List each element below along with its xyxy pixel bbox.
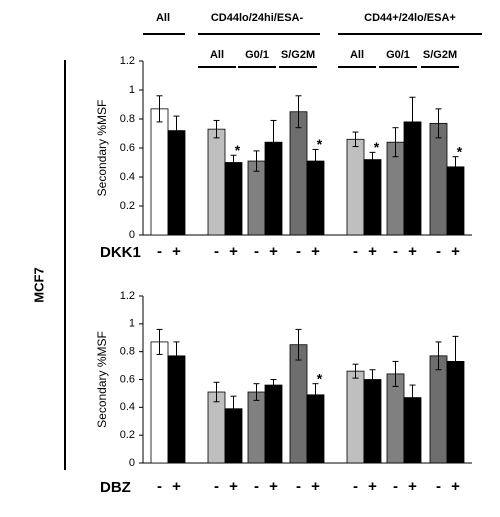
y-tick-label: 1 [129, 84, 135, 96]
y-tick-label: 1.2 [120, 290, 135, 302]
group-label: CD44+/24lo/ESA+ [364, 12, 456, 24]
x-tick-label: - [296, 243, 301, 260]
y-axis-label: Secondary %MSF [95, 331, 109, 428]
x-tick-label: + [229, 478, 238, 495]
treatment-label: DBZ [100, 479, 131, 496]
group-label: CD44lo/24hi/ESA- [211, 12, 304, 24]
x-tick-label: - [254, 478, 259, 495]
x-tick-label: + [269, 243, 278, 260]
bar [150, 108, 169, 236]
bar [224, 162, 243, 236]
bar [247, 391, 266, 464]
subgroup-label: All [350, 49, 364, 61]
bar [150, 341, 169, 464]
y-axis-label: Secondary %MSF [95, 100, 109, 197]
x-tick-label: + [229, 243, 238, 260]
significance: * [317, 370, 323, 386]
group-label: All [156, 12, 170, 24]
bar [346, 138, 365, 236]
x-tick-label: + [368, 243, 377, 260]
x-tick-label: - [436, 478, 441, 495]
bar [363, 159, 382, 236]
x-tick-label: - [436, 243, 441, 260]
y-tick-label: 0.8 [120, 346, 135, 358]
bar [167, 130, 186, 236]
bar [207, 128, 226, 236]
subgroup-label: G0/1 [386, 49, 410, 61]
x-tick-label: - [157, 243, 162, 260]
bar [386, 373, 405, 464]
x-tick-label: - [353, 478, 358, 495]
bar [289, 111, 308, 236]
bar [429, 355, 448, 464]
y-tick-label: 0.4 [120, 401, 135, 413]
y-tick-label: 0.6 [120, 142, 135, 154]
treatment-label: DKK1 [100, 244, 141, 261]
x-tick-label: - [214, 478, 219, 495]
y-tick-label: 1.2 [120, 55, 135, 67]
y-tick-label: 0.2 [120, 429, 135, 441]
bar [207, 391, 226, 464]
x-tick-label: - [214, 243, 219, 260]
x-tick-label: + [269, 478, 278, 495]
y-tick-label: 0 [129, 457, 135, 469]
bar [363, 379, 382, 464]
bar [289, 344, 308, 464]
subgroup-label: All [210, 49, 224, 61]
x-tick-label: + [408, 478, 417, 495]
x-tick-label: - [296, 478, 301, 495]
significance: * [235, 142, 241, 158]
x-tick-label: + [451, 478, 460, 495]
subgroup-label: S/G2M [281, 49, 315, 61]
subgroup-label: G0/1 [245, 49, 269, 61]
y-tick-label: 0 [129, 229, 135, 241]
y-tick-label: 0.2 [120, 200, 135, 212]
x-tick-label: + [172, 243, 181, 260]
y-tick-label: 0.8 [120, 113, 135, 125]
side-label: MCF7 [31, 267, 46, 302]
x-tick-label: - [254, 243, 259, 260]
x-tick-label: + [368, 478, 377, 495]
x-tick-label: + [311, 243, 320, 260]
bar [247, 160, 266, 236]
significance: * [374, 139, 380, 155]
significance: * [457, 143, 463, 159]
x-tick-label: - [157, 478, 162, 495]
bar [429, 122, 448, 236]
y-tick-label: 1 [129, 318, 135, 330]
y-tick-label: 0.6 [120, 373, 135, 385]
x-tick-label: + [311, 478, 320, 495]
x-tick-label: + [451, 243, 460, 260]
significance: * [317, 136, 323, 152]
bar [264, 384, 283, 464]
x-tick-label: - [393, 243, 398, 260]
x-tick-label: + [172, 478, 181, 495]
bar [346, 370, 365, 464]
y-tick-label: 0.4 [120, 171, 135, 183]
x-tick-label: - [393, 478, 398, 495]
bar [167, 355, 186, 464]
x-tick-label: + [408, 243, 417, 260]
x-tick-label: - [353, 243, 358, 260]
subgroup-label: S/G2M [423, 49, 457, 61]
